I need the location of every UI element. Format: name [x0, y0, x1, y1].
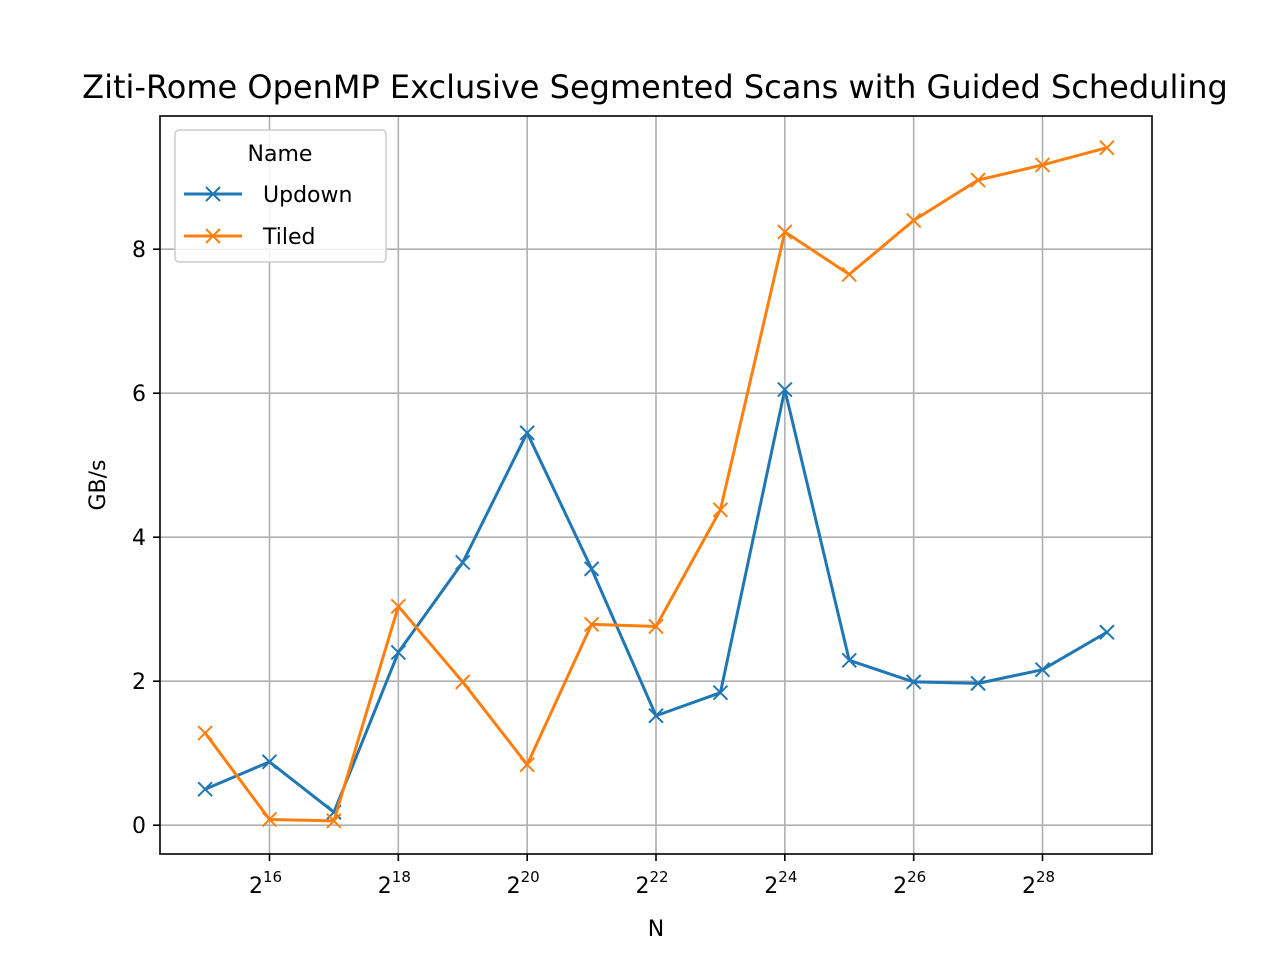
- legend-marker-tiled: [205, 228, 221, 244]
- data-point-tiled: [712, 502, 729, 518]
- data-point-updown: [519, 425, 535, 441]
- x-tick-label: 216: [249, 868, 282, 899]
- data-point-updown: [905, 674, 922, 690]
- legend-title: Name: [248, 142, 313, 167]
- x-tick-base: 2: [507, 874, 521, 899]
- data-point-tiled: [841, 266, 857, 283]
- data-point-updown: [583, 561, 600, 577]
- legend-box: [174, 129, 387, 263]
- x-tick-exponent: 26: [907, 868, 926, 886]
- data-point-updown: [1099, 624, 1115, 640]
- data-point-tiled: [1034, 157, 1051, 173]
- legend-label-tiled: Tiled: [262, 225, 316, 250]
- data-point-tiled: [777, 224, 793, 240]
- y-tick-label: 6: [132, 382, 146, 407]
- y-tick-label: 4: [132, 526, 146, 551]
- x-tick-label: 222: [635, 868, 668, 899]
- x-tick-exponent: 16: [263, 868, 282, 886]
- x-tick-label: 220: [507, 868, 540, 899]
- y-tick-label: 2: [132, 670, 146, 695]
- data-point-updown: [197, 781, 213, 797]
- x-tick-base: 2: [635, 874, 649, 899]
- x-axis-label: N: [648, 917, 664, 942]
- data-point-updown: [390, 644, 407, 661]
- y-axis-label: GB/s: [86, 459, 111, 510]
- x-tick-label: 224: [764, 868, 797, 899]
- y-tick-label: 8: [132, 238, 146, 263]
- data-point-updown: [777, 381, 793, 398]
- x-tick-base: 2: [893, 874, 907, 899]
- x-tick-exponent: 28: [1036, 868, 1055, 886]
- data-point-tiled: [326, 813, 342, 829]
- data-point-tiled: [390, 598, 407, 615]
- data-point-updown: [841, 652, 857, 669]
- x-tick-base: 2: [764, 874, 778, 899]
- data-point-tiled: [970, 172, 986, 188]
- x-tick-label: 228: [1022, 868, 1055, 899]
- x-tick-base: 2: [378, 874, 392, 899]
- data-point-tiled: [583, 616, 600, 633]
- legend-label-updown: Updown: [263, 183, 352, 208]
- x-tick-exponent: 20: [521, 868, 540, 886]
- x-tick-label: 218: [378, 868, 411, 899]
- legend: Name Updown Tiled: [174, 129, 387, 263]
- data-point-tiled: [648, 618, 664, 635]
- data-point-tiled: [197, 725, 213, 741]
- data-point-updown: [455, 554, 471, 571]
- data-point-updown: [1034, 661, 1051, 678]
- data-point-updown: [712, 685, 729, 701]
- legend-marker-updown: [205, 186, 221, 202]
- x-tick-exponent: 18: [392, 868, 411, 886]
- x-tick-exponent: 22: [649, 868, 668, 886]
- data-point-tiled: [519, 757, 535, 773]
- x-tick-exponent: 24: [778, 868, 797, 886]
- data-point-tiled: [455, 674, 471, 690]
- data-point-tiled: [905, 212, 922, 229]
- y-tick-label: 0: [132, 814, 146, 839]
- data-point-updown: [648, 708, 664, 724]
- x-tick-label: 226: [893, 868, 926, 899]
- x-tick-base: 2: [1022, 874, 1036, 899]
- chart-title: Ziti-Rome OpenMP Exclusive Segmented Sca…: [82, 68, 1228, 106]
- x-tick-base: 2: [249, 874, 263, 899]
- data-point-tiled: [261, 811, 278, 828]
- data-point-updown: [261, 754, 278, 770]
- data-point-updown: [970, 675, 986, 692]
- data-point-tiled: [1099, 139, 1115, 156]
